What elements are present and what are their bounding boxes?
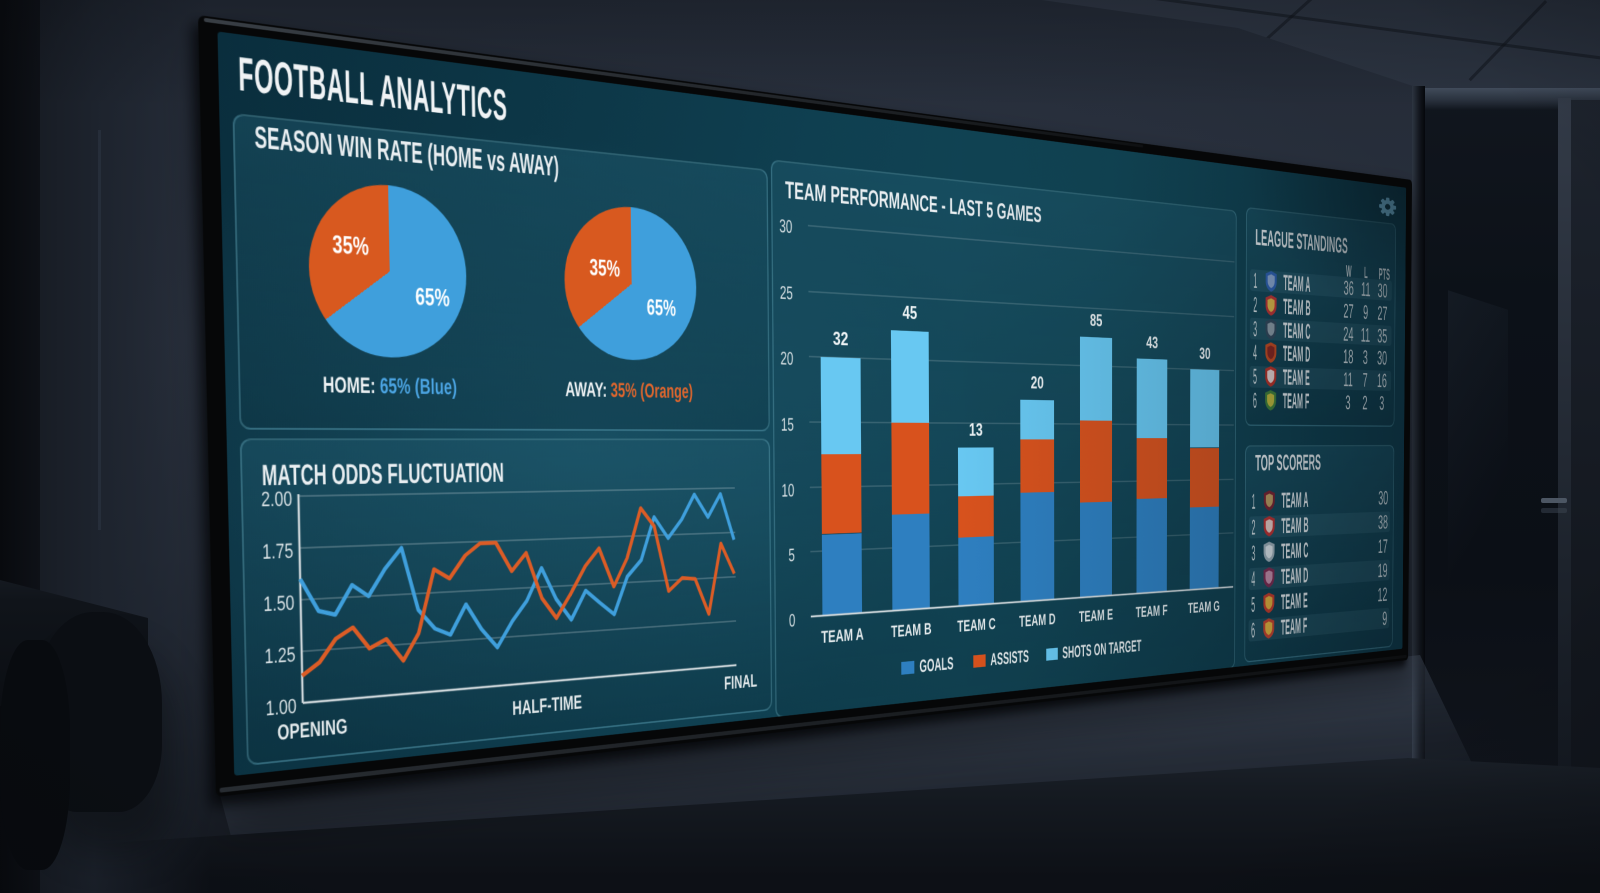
svg-text:85: 85 [1090, 311, 1102, 330]
svg-text:TEAM G: TEAM G [1188, 598, 1220, 617]
svg-text:13: 13 [969, 420, 983, 439]
svg-text:TEAM C: TEAM C [957, 615, 996, 636]
svg-text:20: 20 [1031, 373, 1044, 392]
svg-text:TEAM F: TEAM F [1136, 602, 1168, 621]
svg-text:TEAM D: TEAM D [1019, 610, 1056, 630]
svg-text:TEAM B: TEAM B [891, 620, 932, 642]
svg-text:45: 45 [902, 303, 917, 323]
svg-text:32: 32 [833, 329, 849, 350]
svg-text:TEAM E: TEAM E [1079, 606, 1113, 626]
svg-text:43: 43 [1146, 334, 1158, 352]
svg-text:30: 30 [1199, 345, 1210, 363]
svg-text:TEAM A: TEAM A [821, 625, 864, 647]
